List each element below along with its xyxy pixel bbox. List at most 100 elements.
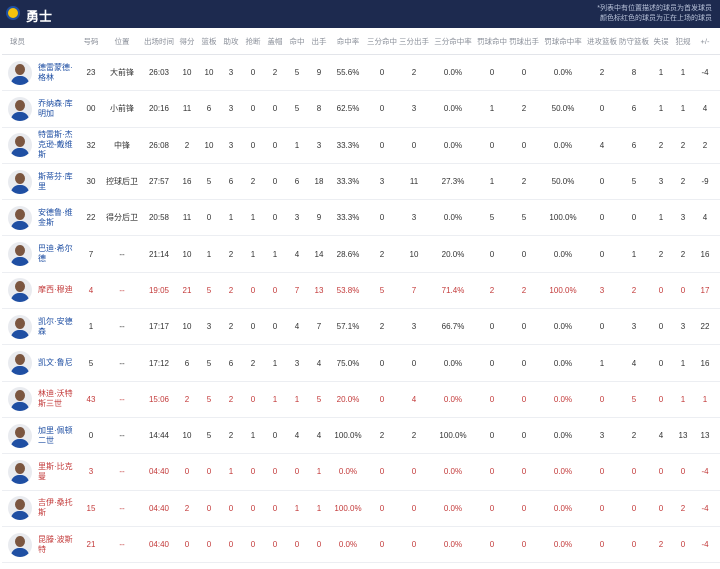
stat-cell-fgp: 55.6% <box>330 54 366 92</box>
stat-cell-fga: 7 <box>308 308 330 346</box>
table-header-row: 球员 号码 位置 出场时间 得分 篮板 助攻 抢断 盖帽 命中 出手 命中率 三分命中 三分出手 三分命中率… <box>2 28 720 55</box>
avatar-jersey <box>11 220 29 230</box>
stat-cell-tpm: 2 <box>366 308 398 346</box>
player-cell[interactable]: 德雷蒙德·格林 <box>2 54 80 92</box>
player-cell[interactable]: 摩西·穆迪 <box>2 272 80 310</box>
stat-cell-pts: 0 <box>176 526 198 564</box>
player-cell[interactable]: 乔纳森·库明加 <box>2 90 80 128</box>
stat-cell-tov: 0 <box>650 344 672 382</box>
stat-cell-stl: 2 <box>242 163 264 201</box>
player-cell[interactable]: 特雷斯·杰克逊-戴维斯 <box>2 127 80 164</box>
stat-cell-num: 3 <box>80 453 102 491</box>
player-row[interactable]: 巴迪·希尔德 7 -- 21:14 10 1 2 1 1 4 14 28.6% 2 10 20.0% 0 0 0.… <box>2 235 720 273</box>
stat-cell-min: 17:12 <box>142 344 176 382</box>
player-row[interactable]: 凯尔·安德森 1 -- 17:17 10 3 2 0 0 4 7 57.1% 2 3 66.7% 0 0 0.0%… <box>2 308 720 346</box>
player-name-link[interactable]: 乔纳森·库明加 <box>38 98 73 118</box>
stat-cell-fga: 1 <box>308 490 330 527</box>
stat-cell-ftm: 0 <box>476 381 508 418</box>
stat-cell-fta: 0 <box>508 526 540 564</box>
player-name-link[interactable]: 里斯·比克曼 <box>38 461 73 481</box>
avatar-head <box>15 499 25 511</box>
player-cell[interactable]: 凯尔·安德森 <box>2 308 80 346</box>
stat-cell-fga: 4 <box>308 417 330 455</box>
stat-cell-dreb: 2 <box>618 417 650 455</box>
stat-cell-blk: 0 <box>264 272 286 310</box>
player-cell[interactable]: 安德鲁·维金斯 <box>2 199 80 237</box>
player-name-link[interactable]: 特雷斯·杰克逊-戴维斯 <box>38 130 73 160</box>
player-avatar <box>8 96 32 121</box>
column-header: 篮板 <box>198 28 220 55</box>
player-row[interactable]: 摩西·穆迪 4 -- 19:05 21 5 2 0 0 7 13 53.8% 5 7 71.4% 2 2 100.… <box>2 272 720 310</box>
player-name-link[interactable]: 吉伊·桑托斯 <box>38 498 73 518</box>
column-header: 犯规 <box>672 28 694 55</box>
player-row[interactable]: 德雷蒙德·格林 23 大前锋 26:03 10 10 3 0 2 5 9 55.6% 0 2 0.0% 0 0 0… <box>2 54 720 92</box>
stat-cell-tov: 4 <box>650 417 672 455</box>
player-name-link[interactable]: 凯尔·安德森 <box>38 316 73 336</box>
player-row[interactable]: 林迪·沃特斯三世 43 -- 15:06 2 5 2 0 1 1 5 20.0% 0 4 0.0% 0 0 0.0… <box>2 381 720 418</box>
stat-cell-ast: 3 <box>220 54 242 92</box>
stat-cell-fgm: 4 <box>286 417 308 455</box>
player-cell[interactable]: 巴迪·希尔德 <box>2 235 80 273</box>
player-name-link[interactable]: 摩西·穆迪 <box>38 285 73 295</box>
stat-cell-fgm: 4 <box>286 308 308 346</box>
player-cell[interactable]: 吉伊·桑托斯 <box>2 490 80 527</box>
stat-cell-min: 04:40 <box>142 490 176 527</box>
stat-cell-fgm: 0 <box>286 526 308 564</box>
player-cell[interactable]: 里斯·比克曼 <box>2 453 80 491</box>
player-row[interactable]: 特雷斯·杰克逊-戴维斯 32 中锋 26:08 2 10 3 0 0 1 3 33.3% 0 0 0.0% 0… <box>2 127 720 164</box>
player-cell[interactable]: 昆滕·波斯特 <box>2 526 80 564</box>
stat-cell-ftp: 0.0% <box>540 235 586 273</box>
player-name-link[interactable]: 安德鲁·维金斯 <box>38 207 73 227</box>
player-name-link[interactable]: 林迪·沃特斯三世 <box>38 389 73 409</box>
player-cell[interactable]: 凯文·鲁尼 <box>2 344 80 382</box>
stat-cell-fta: 2 <box>508 90 540 128</box>
stat-cell-fgp: 28.6% <box>330 235 366 273</box>
stat-cell-status: 激活 <box>716 344 720 382</box>
player-name-link[interactable]: 加里·佩顿二世 <box>38 425 73 445</box>
player-row[interactable]: 昆滕·波斯特 21 -- 04:40 0 0 0 0 0 0 0 0.0% 0 0 0.0% 0 0 0.0% 0 0… <box>2 526 720 564</box>
stat-cell-fta: 2 <box>508 272 540 310</box>
player-row[interactable]: 安德鲁·维金斯 22 得分后卫 20:58 11 0 1 1 0 3 9 33.3% 0 3 0.0% 5 5 1… <box>2 199 720 237</box>
stat-cell-tpm: 3 <box>366 163 398 201</box>
stat-cell-fta: 5 <box>508 199 540 237</box>
stat-cell-ftm: 0 <box>476 526 508 564</box>
avatar-head <box>15 281 25 293</box>
column-header: 三分命中率 <box>430 28 476 55</box>
stat-cell-pos: -- <box>102 417 142 455</box>
player-cell[interactable]: 林迪·沃特斯三世 <box>2 381 80 418</box>
player-row[interactable]: 凯文·鲁尼 5 -- 17:12 6 5 6 2 1 3 4 75.0% 0 0 0.0% 0 0 0.0% 1 4 0… <box>2 344 720 382</box>
player-row[interactable]: 乔纳森·库明加 00 小前锋 20:16 11 6 3 0 0 5 8 62.5% 0 3 0.0% 1 2 50… <box>2 90 720 128</box>
team-name: 勇士 <box>26 9 53 24</box>
player-name-link[interactable]: 凯文·鲁尼 <box>38 358 73 368</box>
stat-cell-dreb: 6 <box>618 127 650 164</box>
stat-cell-fga: 18 <box>308 163 330 201</box>
stat-cell-min: 20:58 <box>142 199 176 237</box>
player-cell[interactable]: 斯蒂芬·库里 <box>2 163 80 201</box>
player-row[interactable]: 里斯·比克曼 3 -- 04:40 0 0 1 0 0 0 1 0.0% 0 0 0.0% 0 0 0.0% 0 0 0… <box>2 453 720 491</box>
player-name-link[interactable]: 巴迪·希尔德 <box>38 244 73 264</box>
player-row[interactable]: 斯蒂芬·库里 30 控球后卫 27:57 16 5 6 2 0 6 18 33.3% 3 11 27.3% 1… <box>2 163 720 201</box>
player-name-link[interactable]: 德雷蒙德·格林 <box>38 62 73 82</box>
avatar-head <box>15 462 25 474</box>
player-row[interactable]: 加里·佩顿二世 0 -- 14:44 10 5 2 1 0 4 4 100.0% 2 2 100.0% 0 0 0… <box>2 417 720 455</box>
avatar-head <box>15 208 25 220</box>
stat-cell-blk: 0 <box>264 453 286 491</box>
player-name-link[interactable]: 斯蒂芬·库里 <box>38 171 73 191</box>
player-cell[interactable]: 加里·佩顿二世 <box>2 417 80 455</box>
stat-cell-status: 激活 <box>716 526 720 564</box>
avatar-head <box>15 354 25 366</box>
stat-cell-blk: 0 <box>264 417 286 455</box>
stat-cell-fgm: 0 <box>286 453 308 491</box>
stat-cell-pos: 大前锋 <box>102 54 142 92</box>
avatar-jersey <box>11 402 29 412</box>
stat-cell-tov: 0 <box>650 308 672 346</box>
player-info: 加里·佩顿二世 <box>8 423 80 448</box>
stat-cell-pf: 0 <box>672 453 694 491</box>
player-row[interactable]: 吉伊·桑托斯 15 -- 04:40 2 0 0 0 0 1 1 100.0% 0 0 0.0% 0 0 0.0%… <box>2 490 720 527</box>
stat-cell-reb: 1 <box>198 235 220 273</box>
player-name-link[interactable]: 昆滕·波斯特 <box>38 534 73 554</box>
stat-cell-tpa: 0 <box>398 526 430 564</box>
stat-cell-tpp: 0.0% <box>430 490 476 527</box>
stat-cell-pf: 1 <box>672 381 694 418</box>
stat-cell-pm: 17 <box>694 272 716 310</box>
